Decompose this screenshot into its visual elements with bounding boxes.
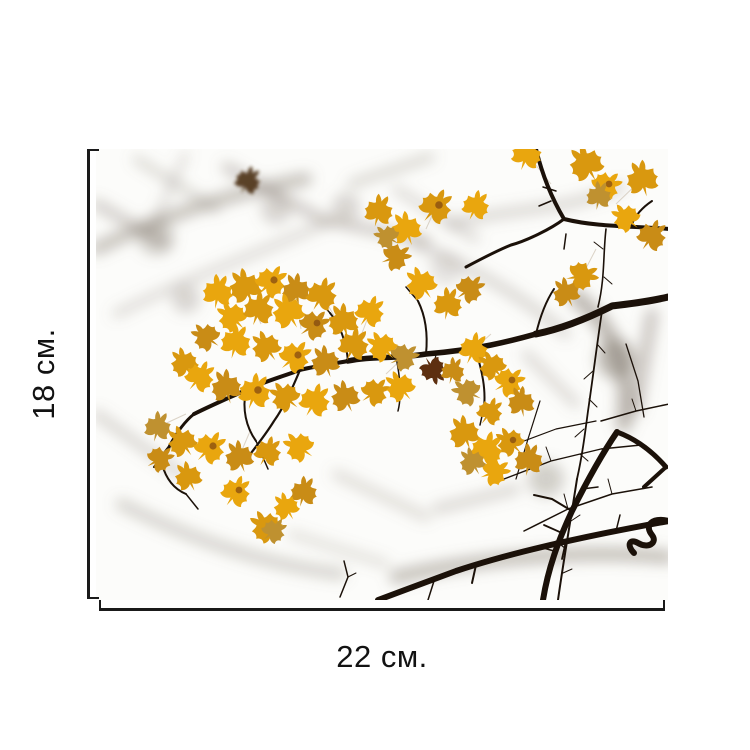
width-measure-bracket: [99, 600, 665, 611]
height-dimension-label: 18 см.: [26, 328, 61, 420]
sharp-branches: [153, 149, 668, 600]
product-photo: [96, 149, 668, 600]
height-measure-bracket: [87, 149, 99, 599]
dead-leaf: [414, 351, 452, 390]
autumn-branch-photo: [96, 149, 668, 600]
yellow-leaves: [140, 149, 668, 550]
width-dimension-label: 22 см.: [336, 639, 428, 674]
